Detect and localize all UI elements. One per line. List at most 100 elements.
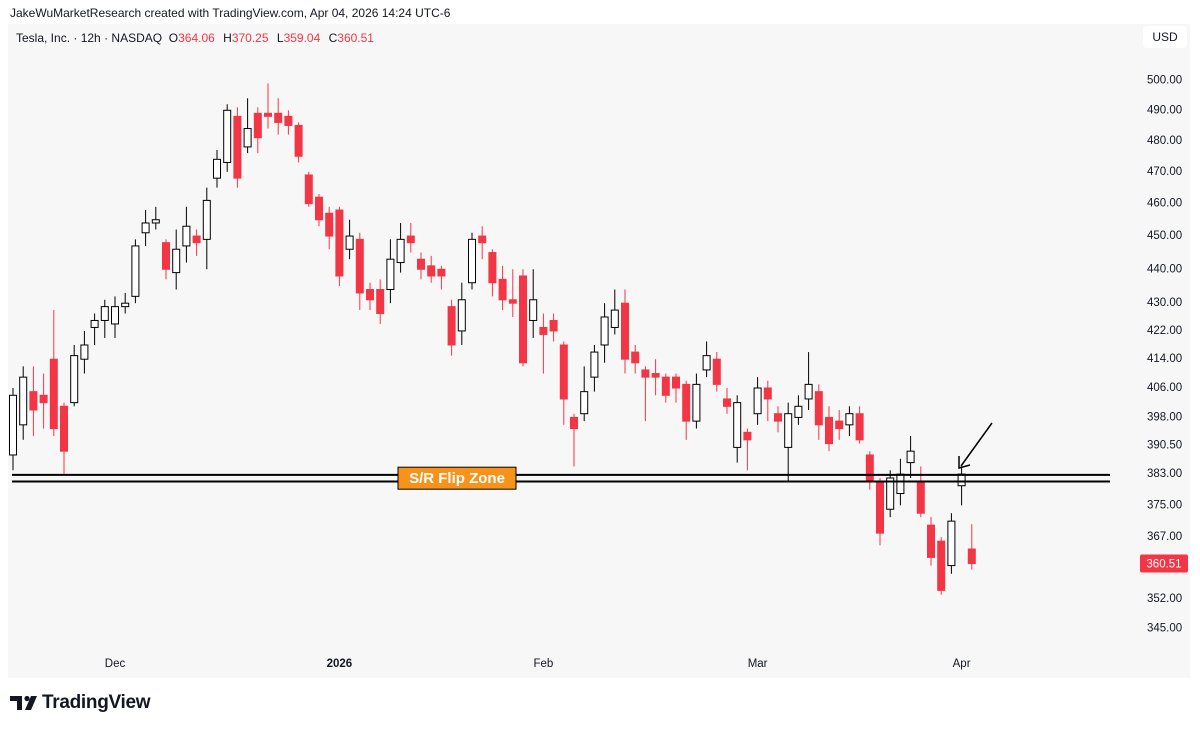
candle-body [376,289,385,315]
ohlc-value: 370.25 [231,31,269,45]
x-tick-label: Apr [953,658,971,670]
candle-body [855,413,864,441]
y-tick-label: 490.00 [1147,104,1182,116]
currency-button[interactable]: USD [1143,26,1187,48]
candle-body [468,238,476,284]
x-tick-label: Feb [533,658,553,670]
y-tick-label: 460.00 [1147,198,1182,210]
candle-body [70,355,79,404]
y-tick-label: 414.00 [1147,353,1182,365]
candle-body [661,376,670,396]
last-price-label: 360.51 [1146,559,1181,571]
candle-body [692,383,701,422]
y-tick-label: 422.00 [1147,325,1182,337]
y-tick-label: 480.00 [1147,135,1182,147]
y-tick-label: 390.50 [1147,440,1182,452]
candle-body [590,351,599,378]
candle-body [213,158,221,179]
ohlc-value: 360.51 [337,31,374,45]
y-tick-label: 375.00 [1147,499,1182,511]
candle-body [386,258,395,291]
candle-body [804,383,813,400]
candle-body [417,258,425,270]
y-tick-label: 450.00 [1147,230,1182,242]
candle-body [702,355,711,371]
candle-body [845,413,854,426]
candle-body [896,473,905,495]
candle-body [835,420,844,430]
candle-body [927,524,935,558]
candle-body [570,416,578,430]
candle-body [610,309,619,328]
y-tick-label: 430.00 [1147,297,1182,309]
candle-body [641,369,650,378]
candle-body [763,387,772,400]
last-price-badge [1140,554,1188,573]
chart-background [8,24,1190,678]
candle-body [906,450,915,464]
candle-body [223,109,232,163]
y-tick-label: 406.00 [1147,382,1182,394]
candle-body [111,306,119,325]
candle-body [529,299,538,321]
candle-body [621,302,629,360]
candle-body [274,112,283,123]
candle-body [315,196,323,221]
candle-body [559,344,568,400]
x-tick-label: Mar [748,658,768,670]
footer-logo: TradingView [42,692,151,713]
candle-body [457,299,466,332]
candle-body [121,302,130,308]
y-tick-label: 352.00 [1147,593,1182,605]
candle-body [253,112,262,139]
candle-body [743,431,752,441]
x-tick-label: Dec [105,658,126,670]
tradingview-logo-icon [10,695,37,710]
candle-body [814,391,823,426]
ohlc-label: H [223,31,232,45]
annotation-arrow [958,422,993,469]
candle-body [182,225,191,247]
y-tick-label: 345.00 [1147,622,1182,634]
zone-label-box [397,466,517,490]
y-tick-label: 383.00 [1147,468,1182,480]
symbol-header: Tesla, Inc. · 12h · NASDAQ O364.06 H370.… [16,31,374,45]
candle-body [447,306,456,346]
candle-body [498,278,507,301]
candle-body [9,394,17,456]
candle-body [519,275,527,364]
candle-body [876,481,884,534]
candle-body [825,416,833,445]
candle-body [243,127,252,148]
candle-body [151,219,160,224]
symbol-title: Tesla, Inc. [16,31,71,45]
candle-body [294,124,303,157]
candle-body [967,548,976,564]
candle-body [264,112,272,117]
candle-body [682,383,691,422]
ohlc-value: 364.06 [178,31,215,45]
candle-body [406,235,415,244]
zone-label: S/R Flip Zone [409,470,505,487]
y-tick-label: 440.00 [1147,263,1182,275]
candle-body [60,405,68,452]
candle-body [865,454,874,483]
candle-body [539,326,548,335]
ohlc-label: L [276,31,284,45]
candle-body [549,319,558,332]
y-tick-label: 398.00 [1147,411,1182,423]
candle-body [233,115,242,179]
candle-body [162,242,170,270]
candle-body [794,405,803,418]
candle-body [39,394,48,404]
candle-body [947,520,956,567]
y-tick-label: 500.00 [1147,74,1182,86]
candle-body [141,222,150,234]
candle-body [172,248,181,274]
candle-body [29,391,38,411]
candle-body [49,358,58,430]
exchange: NASDAQ [111,31,163,45]
candle-body [19,376,28,426]
